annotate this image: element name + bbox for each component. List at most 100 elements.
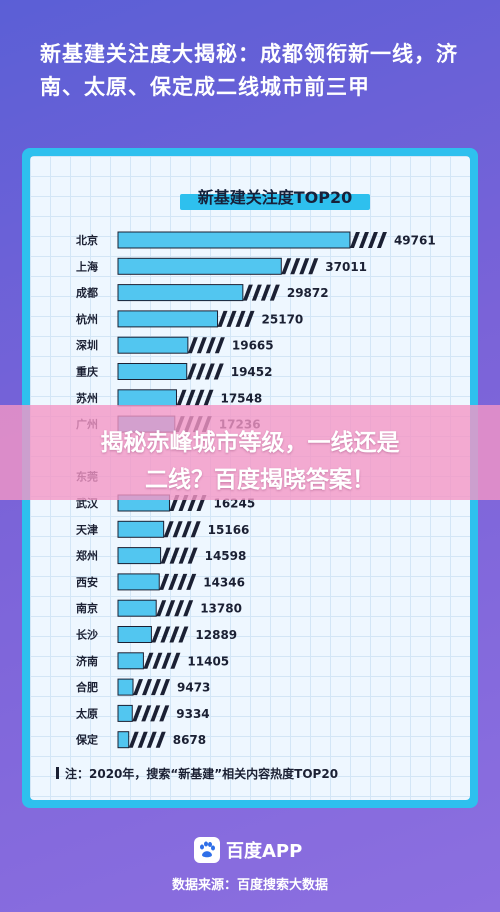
bar-stripe: [142, 679, 153, 696]
value-label: 14598: [205, 549, 247, 563]
bar-stripe: [235, 310, 246, 327]
value-label: 8678: [173, 733, 206, 747]
value-label: 9473: [177, 681, 210, 695]
bar-body: [117, 231, 351, 249]
value-label: 9334: [176, 707, 209, 721]
bar-stripe: [150, 705, 161, 722]
value-label: 14346: [203, 575, 245, 589]
bar-stripe: [186, 363, 197, 380]
bar-stripe: [183, 600, 194, 617]
bar-body: [117, 363, 188, 380]
bar-stripe: [128, 731, 139, 748]
bar-stripe: [194, 389, 205, 406]
app-name: 百度APP: [226, 841, 303, 862]
value-label: 19452: [231, 365, 273, 379]
bar-stripe: [281, 258, 292, 275]
category-label: 苏州: [76, 391, 98, 405]
bar: [117, 389, 214, 407]
bar-chart: 北京 49761 上海 37011 成都 29872 杭州 25170 深圳 19665 重庆 194…: [75, 231, 436, 749]
value-label: 13780: [200, 602, 242, 616]
bar-stripe: [177, 573, 188, 590]
bar-stripe: [159, 573, 170, 590]
bar-stripe: [160, 547, 171, 564]
bar-stripe: [196, 337, 207, 354]
chart-title-highlight: [180, 194, 370, 210]
bar: [117, 573, 197, 591]
category-label: 合肥: [76, 680, 98, 694]
overlay-line-2: 二线？百度揭晓答案！: [145, 467, 375, 493]
bar-stripe: [172, 521, 183, 538]
bar: [117, 599, 194, 617]
paw-icon: [194, 837, 220, 863]
category-label: 上海: [76, 259, 98, 273]
category-label: 西安: [76, 575, 98, 589]
category-label: 南京: [76, 601, 98, 615]
bar-stripe: [214, 337, 225, 354]
bar-stripe: [251, 284, 262, 301]
bar: [117, 231, 387, 249]
bar-stripe: [260, 284, 271, 301]
category-label: 天津: [76, 522, 98, 536]
chart-title-box: 新基建关注度TOP20: [180, 184, 370, 212]
bar-stripe: [299, 258, 310, 275]
bar-stripe: [213, 363, 224, 380]
bar-body: [117, 704, 133, 722]
value-label: 16245: [213, 497, 255, 511]
value-label: 11405: [187, 654, 229, 668]
value-label: 37011: [325, 260, 367, 274]
bar-stripe: [165, 600, 176, 617]
chart-title: 新基建关注度TOP20: [197, 188, 353, 207]
overlay-banner[interactable]: 揭秘赤峰城市等级，一线还是 二线？百度揭晓答案！: [0, 405, 500, 500]
bar-stripe: [186, 573, 197, 590]
bar: [117, 731, 166, 749]
bar-stripe: [151, 679, 162, 696]
overlay-line-1: 揭秘赤峰城市等级，一线还是: [100, 430, 400, 456]
bar-body: [117, 652, 144, 670]
category-label: 长沙: [76, 628, 98, 642]
value-label: 17548: [220, 391, 262, 405]
bar-stripe: [178, 626, 189, 643]
bar-stripe: [159, 705, 170, 722]
value-label: 29872: [287, 286, 329, 300]
bar-body: [117, 284, 244, 302]
bar-stripe: [137, 731, 148, 748]
bar-stripe: [217, 310, 228, 327]
value-label: 15166: [208, 523, 250, 537]
bar: [117, 284, 280, 302]
bar: [117, 704, 170, 722]
value-label: 49761: [394, 234, 436, 248]
category-label: 北京: [76, 233, 98, 247]
bar-body: [117, 626, 152, 643]
bar: [117, 336, 225, 354]
category-label: 杭州: [76, 312, 98, 326]
bar-stripe: [143, 652, 154, 669]
category-label: 成都: [76, 286, 98, 300]
footnote: 注：2020年，搜索“新基建”相关内容热度TOP20: [56, 765, 456, 782]
bar-stripe: [169, 547, 180, 564]
footnote-marker: [56, 767, 59, 779]
bar: [117, 626, 189, 643]
bar-stripe: [244, 310, 255, 327]
bar-stripe: [152, 652, 163, 669]
category-label: 郑州: [76, 549, 98, 563]
bar-stripe: [176, 389, 187, 406]
bar-body: [117, 573, 160, 591]
headline: 新基建关注度大揭秘：成都领衔新一线，济南、太原、保定成二线城市前三甲: [40, 42, 458, 99]
bar-stripe: [168, 573, 179, 590]
bar-body: [117, 257, 282, 275]
bar-stripe: [203, 389, 214, 406]
bar-stripe: [160, 626, 171, 643]
bar-stripe: [190, 521, 201, 538]
bar-stripe: [163, 521, 174, 538]
bar-body: [117, 731, 130, 749]
bar-stripe: [205, 337, 216, 354]
data-source: 数据来源：百度搜索大数据: [171, 878, 328, 893]
bar-stripe: [155, 731, 166, 748]
bar-body: [117, 520, 165, 538]
bar-stripe: [187, 337, 198, 354]
bar-stripe: [174, 600, 185, 617]
bar-stripe: [170, 652, 181, 669]
bar-stripe: [367, 232, 378, 248]
bar-stripe: [141, 705, 152, 722]
bar-stripe: [290, 258, 301, 275]
